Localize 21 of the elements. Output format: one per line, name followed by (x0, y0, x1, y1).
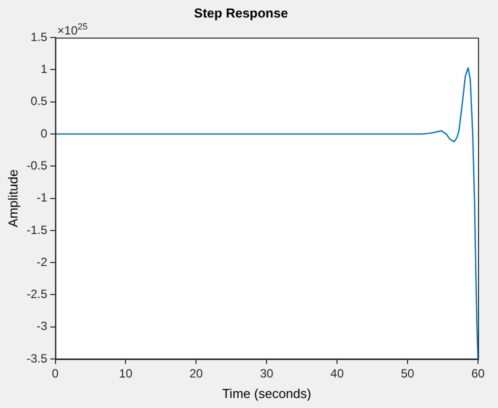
x-tick-label: 0 (52, 366, 59, 381)
x-tick-label: 10 (119, 366, 133, 381)
y-tick-label: -0.5 (26, 158, 48, 172)
y-axis-title: Amplitude (5, 169, 20, 228)
y-tick-label: 0 (40, 126, 48, 140)
y-tick-label: -2 (36, 254, 48, 269)
chart-title: Step Response (194, 5, 288, 20)
y-tick-label: 0.5 (30, 94, 48, 108)
y-tick-label: -1.5 (26, 222, 48, 237)
x-tick-label: 40 (330, 366, 344, 381)
x-tick-label: 20 (190, 366, 204, 381)
x-axis-title: Time (seconds) (222, 386, 312, 401)
y-tick-label: -2.5 (26, 287, 48, 302)
y-tick-label: -3 (36, 319, 48, 334)
x-tick-label: 60 (471, 366, 485, 381)
x-tick-label: 30 (260, 366, 274, 381)
y-tick-label: -1 (36, 190, 48, 205)
y-tick-label: 1 (40, 62, 48, 76)
y-tick-label: 1.5 (30, 30, 48, 44)
y-tick-label: -3.5 (26, 351, 48, 366)
x-tick-label: 50 (400, 366, 415, 381)
